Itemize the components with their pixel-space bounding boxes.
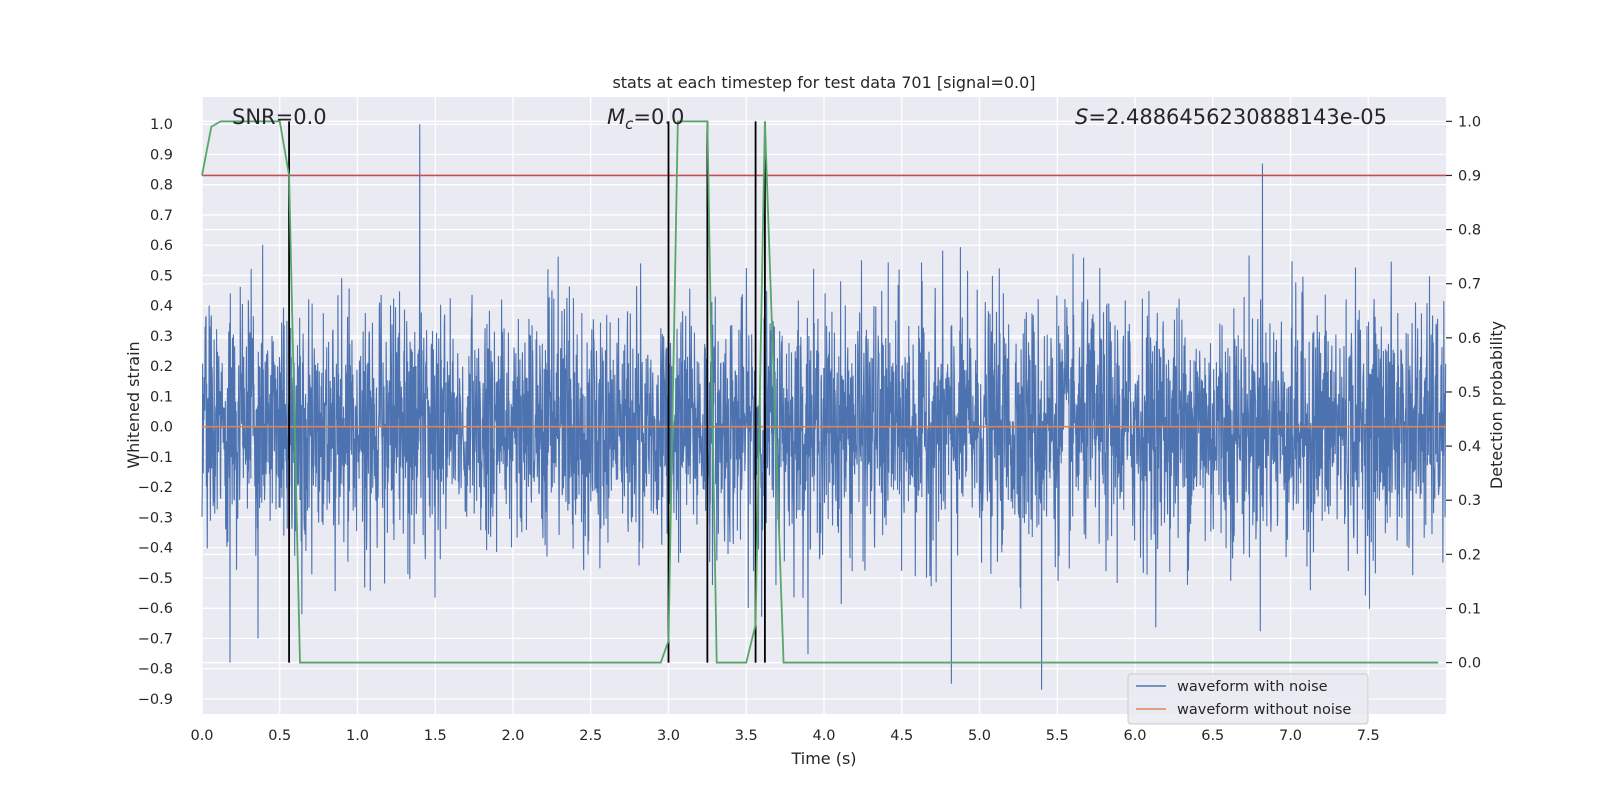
vertical-markers: [288, 121, 766, 663]
detection-probability-line: [201, 120, 1439, 664]
series-waveform-with-noise: [201, 124, 1447, 690]
y-tick-label: 0.1: [150, 389, 173, 405]
right-y-tick-label: 0.5: [1458, 385, 1481, 401]
chirp-mass-annotation: Mc=0.0: [607, 105, 684, 133]
y-tick-label: −0.5: [138, 571, 173, 587]
right-y-axis-label: Detection probability: [1487, 321, 1506, 489]
legend-box: [1127, 673, 1369, 725]
y-tick-label: 0.2: [150, 359, 173, 375]
right-y-tick-label: 0.9: [1458, 168, 1481, 184]
x-tick-label: 2.0: [501, 728, 524, 744]
right-y-axis-ticks: 1.0 0.9 0.8 0.7 0.6 0.5 0.4 0.3 0.2 0.1 0.0: [1446, 114, 1481, 672]
right-y-tick-label: 0.1: [1458, 601, 1481, 617]
legend-label-noise: waveform with noise: [1177, 679, 1328, 695]
chart-title: stats at each timestep for test data 701…: [612, 73, 1035, 92]
x-axis-label: Time (s): [790, 749, 856, 768]
noise-waveform-line: [201, 124, 1447, 690]
y-tick-label: −0.2: [138, 480, 173, 496]
x-tick-label: 4.5: [890, 728, 913, 744]
right-y-tick-label: 0.6: [1458, 331, 1481, 347]
x-tick-label: 5.0: [968, 728, 991, 744]
y-tick-label: −0.9: [138, 692, 173, 708]
y-tick-label: 0.7: [150, 208, 173, 224]
right-y-tick-label: 0.8: [1458, 223, 1481, 239]
right-y-tick-label: 0.2: [1458, 547, 1481, 563]
snr-annotation: SNR=0.0: [232, 105, 327, 129]
y-axis-ticks: 1.0 0.9 0.8 0.7 0.6 0.5 0.4 0.3 0.2 0.1 0.0 −0.1 −0.…: [138, 117, 173, 708]
y-tick-label: −0.3: [138, 510, 173, 526]
y-tick-label: 0.9: [150, 147, 173, 163]
y-tick-label: 0.3: [150, 329, 173, 345]
y-tick-label: −0.1: [138, 450, 173, 466]
chirp-mass-value: =0.0: [633, 105, 684, 129]
y-tick-label: 0.4: [150, 299, 173, 315]
right-y-tick-label: 1.0: [1458, 114, 1481, 130]
y-tick-label: −0.8: [138, 662, 173, 678]
s-value: =2.4886456230888143e-05: [1088, 105, 1387, 129]
right-y-tick-label: 0.3: [1458, 493, 1481, 509]
chirp-mass-symbol: M: [607, 105, 625, 129]
x-tick-label: 5.5: [1046, 728, 1069, 744]
y-tick-label: −0.6: [138, 601, 173, 617]
x-axis-ticks: 0.0 0.5 1.0 1.5 2.0 2.5 3.0 3.5 4.0 4.5 5.0 5.5 6.0 6…: [190, 728, 1379, 744]
right-y-tick-label: 0.4: [1458, 439, 1481, 455]
series-detection-probability: [201, 120, 1439, 664]
y-tick-label: −0.7: [138, 631, 173, 647]
right-y-tick-label: 0.7: [1458, 277, 1481, 293]
x-tick-label: 1.5: [424, 728, 447, 744]
y-tick-label: 0.0: [150, 420, 173, 436]
s-symbol: S: [1075, 105, 1088, 129]
right-y-tick-label: 0.0: [1458, 656, 1481, 672]
legend: waveform with noise waveform without noi…: [1127, 673, 1369, 725]
x-tick-label: 6.0: [1123, 728, 1146, 744]
x-tick-label: 7.0: [1279, 728, 1302, 744]
y-tick-label: 0.5: [150, 268, 173, 284]
x-tick-label: 7.5: [1357, 728, 1380, 744]
y-tick-label: 1.0: [150, 117, 173, 133]
x-tick-label: 2.5: [579, 728, 602, 744]
x-tick-label: 3.5: [735, 728, 758, 744]
y-tick-label: 0.8: [150, 178, 173, 194]
y-axis-label: Whitened strain: [124, 341, 143, 468]
s-annotation: S=2.4886456230888143e-05: [1075, 105, 1387, 129]
x-tick-label: 6.5: [1201, 728, 1224, 744]
x-tick-label: 4.0: [812, 728, 835, 744]
y-tick-label: 0.6: [150, 238, 173, 254]
x-tick-label: 3.0: [657, 728, 680, 744]
x-tick-label: 0.0: [190, 728, 213, 744]
y-tick-label: −0.4: [138, 541, 173, 557]
x-tick-label: 0.5: [268, 728, 291, 744]
legend-label-clean: waveform without noise: [1177, 702, 1351, 718]
x-tick-label: 1.0: [346, 728, 369, 744]
chirp-mass-subscript: c: [625, 115, 634, 133]
